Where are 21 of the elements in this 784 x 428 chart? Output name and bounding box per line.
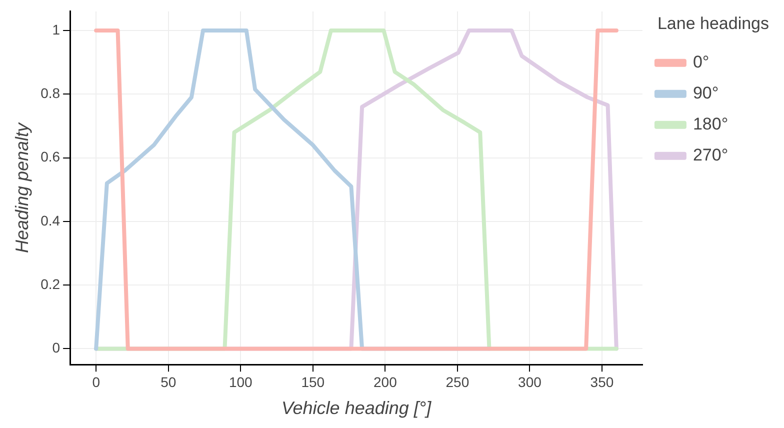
y-axis-title: Heading penalty: [12, 122, 32, 254]
legend-label: 90°: [692, 84, 719, 103]
legend-label: 180°: [692, 114, 728, 134]
y-tick-label: 0: [52, 340, 60, 356]
legend-label: 270°: [692, 146, 728, 165]
legend-label: 0°: [692, 52, 710, 72]
y-tick-label: 1: [52, 21, 60, 38]
y-tick-label: 0.2: [40, 276, 60, 292]
y-tick-label: 0.8: [40, 84, 60, 101]
x-tick-label: 0: [92, 374, 100, 390]
y-tick-label: 0.6: [40, 148, 60, 165]
x-axis-title: Vehicle heading [°]: [281, 398, 432, 418]
x-tick-label: 350: [590, 374, 614, 390]
x-tick-label: 150: [301, 374, 325, 390]
x-tick-label: 50: [160, 374, 176, 390]
y-tick-label: 0.4: [40, 212, 60, 228]
x-tick-label: 200: [373, 374, 398, 390]
x-tick-label: 300: [518, 374, 542, 390]
x-tick-label: 100: [228, 374, 253, 390]
legend-title: Lane headings: [657, 14, 769, 34]
x-tick-label: 250: [446, 374, 470, 390]
